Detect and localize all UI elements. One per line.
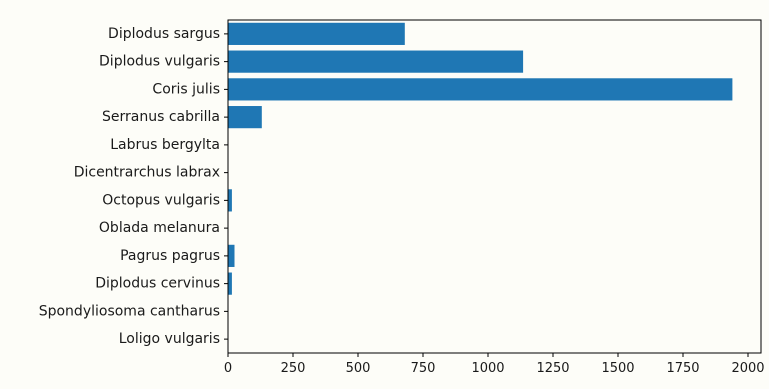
category-labels-group: Diplodus sargus Diplodus vulgaris Coris ju… bbox=[39, 26, 228, 347]
category-label: Dicentrarchus labrax bbox=[74, 165, 220, 181]
x-tick-label: 1750 bbox=[666, 361, 699, 376]
bars-group bbox=[228, 22, 733, 295]
plot-frame bbox=[227, 19, 762, 354]
category-label: Labrus bergylta bbox=[110, 137, 220, 153]
category-label: Serranus cabrilla bbox=[102, 109, 220, 125]
bar-octopus-vulgaris bbox=[228, 189, 232, 212]
category-label: Diplodus vulgaris bbox=[99, 54, 220, 70]
bar-coris-julis bbox=[228, 78, 733, 101]
x-tick-label: 750 bbox=[411, 361, 436, 376]
x-tick-label: 1000 bbox=[471, 361, 504, 376]
category-label: Coris julis bbox=[152, 81, 220, 97]
bar-diplodus-vulgaris bbox=[228, 50, 524, 73]
x-tick-label: 500 bbox=[346, 361, 371, 376]
category-label: Octopus vulgaris bbox=[102, 192, 220, 208]
category-label: Loligo vulgaris bbox=[119, 331, 220, 347]
category-label: Diplodus sargus bbox=[108, 26, 220, 42]
x-tick-label: 1500 bbox=[601, 361, 634, 376]
category-label: Pagrus pagrus bbox=[120, 248, 220, 264]
bar-diplodus-sargus bbox=[228, 22, 405, 45]
category-label: Spondyliosoma cantharus bbox=[39, 303, 220, 319]
x-tick-label: 2000 bbox=[731, 361, 764, 376]
x-tick-label: 250 bbox=[281, 361, 306, 376]
category-label: Diplodus cervinus bbox=[95, 276, 220, 292]
x-tick-label: 1250 bbox=[536, 361, 569, 376]
bar-serranus-cabrilla bbox=[228, 106, 262, 129]
category-label: Oblada melanura bbox=[99, 220, 220, 236]
x-tick-label: 0 bbox=[224, 361, 232, 376]
bar-pagrus-pagrus bbox=[228, 244, 235, 267]
x-ticks-group: 0 250 500 750 1000 1250 1500 1750 2000 bbox=[224, 353, 765, 376]
bar-diplodus-cervinus bbox=[228, 272, 232, 295]
